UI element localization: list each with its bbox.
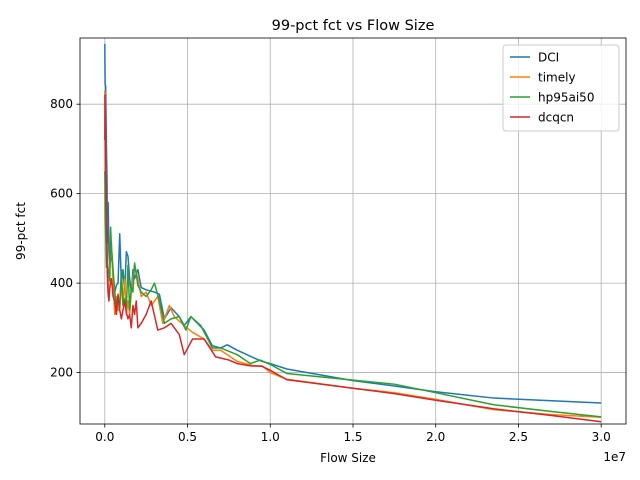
- y-ticks: 200 400 600 800: [50, 97, 80, 380]
- x-tick-label: 2.5: [509, 430, 528, 444]
- series-lines: [104, 43, 602, 423]
- legend-label: timely: [538, 71, 576, 85]
- x-axis-label: Flow Size: [320, 451, 376, 465]
- y-tick-label: 600: [50, 187, 73, 201]
- series-line-hp95ai50: [104, 171, 602, 418]
- legend-entries: DCI timely hp95ai50 dcqcn: [510, 51, 594, 125]
- chart-title: 99-pct fct vs Flow Size: [272, 18, 435, 34]
- x-tick-label: 1.5: [343, 430, 362, 444]
- y-axis-label: 99-pct fct: [14, 202, 28, 260]
- x-tick-label: 3.0: [592, 430, 611, 444]
- series-line-dcqcn: [104, 94, 602, 423]
- x-tick-label: 2.0: [426, 430, 445, 444]
- legend-label: hp95ai50: [538, 91, 594, 105]
- y-tick-label: 800: [50, 97, 73, 111]
- legend-label: DCI: [538, 51, 559, 65]
- x-ticks: 0.0 0.5 1.0 1.5 2.0 2.5 3.0: [95, 424, 611, 444]
- plot-area: [104, 43, 602, 423]
- x-offset-label: 1e7: [603, 450, 626, 464]
- y-tick-label: 200: [50, 366, 73, 380]
- x-tick-label: 0.0: [95, 430, 114, 444]
- y-tick-label: 400: [50, 276, 73, 290]
- legend-label: dcqcn: [538, 111, 574, 125]
- x-tick-label: 0.5: [178, 430, 197, 444]
- x-tick-label: 1.0: [261, 430, 280, 444]
- legend-box: [502, 44, 620, 132]
- legend: DCI timely hp95ai50 dcqcn: [502, 44, 620, 132]
